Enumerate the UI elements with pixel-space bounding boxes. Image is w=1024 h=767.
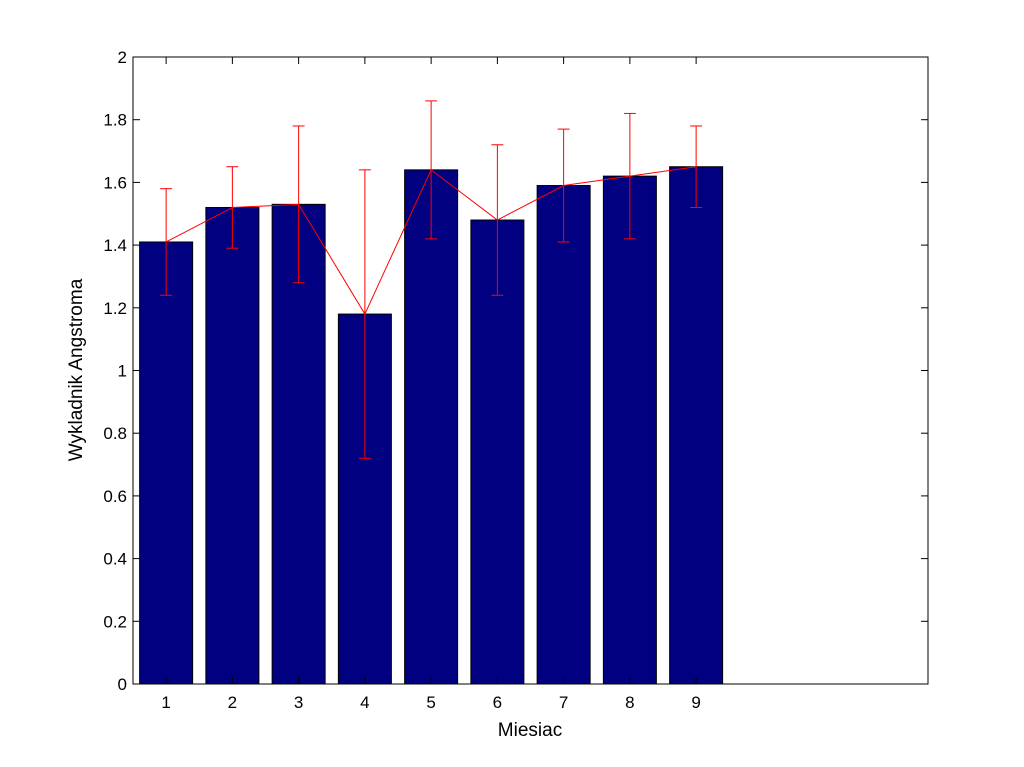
x-tick-label-6: 6 (493, 693, 502, 712)
x-tick-label-9: 9 (691, 693, 700, 712)
bar-7 (536, 185, 591, 685)
bar-2 (205, 206, 260, 685)
x-tick-label-5: 5 (426, 693, 435, 712)
x-tick-label-8: 8 (625, 693, 634, 712)
plot-area (133, 57, 928, 684)
y-tick-label-3: 0.6 (103, 487, 127, 506)
y-tick-label-0: 0 (118, 675, 127, 694)
y-axis-label: Wykladnik Angstroma (66, 278, 87, 461)
bar-9 (669, 166, 724, 685)
y-tick-label-2: 0.4 (103, 550, 127, 569)
y-tick-label-4: 0.8 (103, 424, 127, 443)
y-tick-label-10: 2 (118, 48, 127, 67)
bar-6 (470, 219, 525, 685)
x-tick-label-3: 3 (294, 693, 303, 712)
x-tick-label-4: 4 (360, 693, 369, 712)
mean-line (165, 166, 697, 316)
y-tick-label-9: 1.8 (103, 111, 127, 130)
x-tick-label-7: 7 (559, 693, 568, 712)
y-tick-label-7: 1.4 (103, 236, 127, 255)
bar-5 (404, 169, 459, 685)
y-tick-label-6: 1.2 (103, 299, 127, 318)
x-axis-ticks: 1 2 3 4 5 6 7 8 9 (161, 57, 701, 712)
bar-8 (602, 175, 657, 685)
y-tick-label-8: 1.6 (103, 173, 127, 192)
y-axis-ticks: 0 0.2 0.4 0.6 0.8 1 1.2 1.4 1.6 1.8 2 (103, 48, 928, 694)
y-tick-label-5: 1 (118, 362, 127, 381)
x-tick-label-1: 1 (161, 693, 170, 712)
x-tick-label-2: 2 (228, 693, 237, 712)
bars-group (139, 166, 724, 685)
bar-1 (139, 241, 194, 685)
y-tick-label-1: 0.2 (103, 612, 127, 631)
x-axis-label: Miesiac (498, 720, 562, 741)
